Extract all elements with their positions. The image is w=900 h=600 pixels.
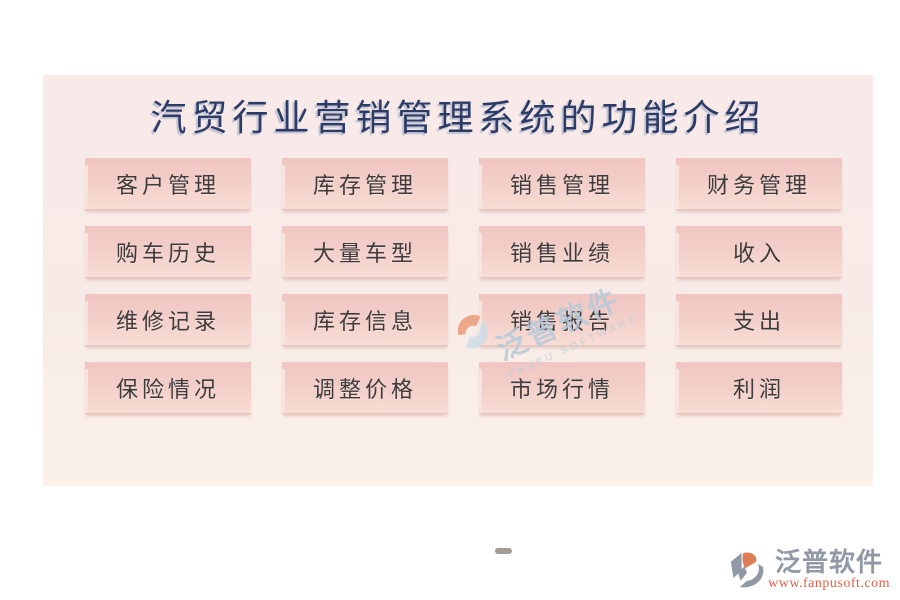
function-button[interactable]: 维修记录 bbox=[85, 294, 251, 346]
function-button[interactable]: 购车历史 bbox=[85, 226, 251, 278]
feature-grid: 客户管理 库存管理 销售管理 财务管理购车历史 大量车型 销售业绩 收入维修记录 库存信息 销售… bbox=[85, 158, 842, 414]
function-button[interactable]: 库存管理 bbox=[282, 158, 448, 210]
function-button[interactable]: 销售报告 bbox=[479, 294, 645, 346]
function-button[interactable]: 库存信息 bbox=[282, 294, 448, 346]
footer-brand-text: 泛普软件 bbox=[775, 546, 884, 577]
function-button[interactable]: 支出 bbox=[676, 294, 842, 346]
function-button[interactable]: 收入 bbox=[676, 226, 842, 278]
footer-brand-block: 泛普软件 www.fanpusoft.com bbox=[729, 546, 890, 592]
function-button[interactable]: 利润 bbox=[676, 362, 842, 414]
function-button[interactable]: 财务管理 bbox=[676, 158, 842, 210]
function-button[interactable]: 大量车型 bbox=[282, 226, 448, 278]
fanpu-logo-icon bbox=[730, 552, 764, 588]
function-button[interactable]: 市场行情 bbox=[479, 362, 645, 414]
page-title: 汽贸行业营销管理系统的功能介绍 bbox=[150, 98, 766, 138]
function-button[interactable]: 销售业绩 bbox=[479, 226, 645, 278]
footer-url-text[interactable]: www.fanpusoft.com bbox=[768, 576, 890, 591]
slide-indicator-dash bbox=[495, 548, 512, 554]
function-button[interactable]: 销售管理 bbox=[479, 158, 645, 210]
function-button[interactable]: 保险情况 bbox=[85, 362, 251, 414]
feature-panel: 汽贸行业营销管理系统的功能介绍 客户管理 库存管理 销售管理 财务管理购车历史 大量车型… bbox=[43, 75, 873, 554]
function-button[interactable]: 调整价格 bbox=[282, 362, 448, 414]
function-button[interactable]: 客户管理 bbox=[85, 158, 251, 210]
